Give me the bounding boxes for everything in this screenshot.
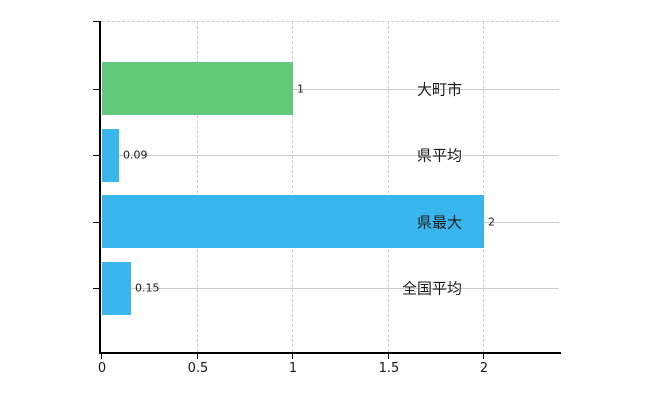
y-axis-top-tick-mark: [93, 21, 100, 22]
value-label: 0.15: [135, 281, 160, 295]
x-tick-mark: [292, 354, 293, 359]
x-axis-line: [99, 352, 561, 354]
bar: [102, 195, 484, 248]
y-tick-mark: [93, 89, 100, 90]
value-label: 0.09: [123, 148, 148, 162]
x-tick-mark: [101, 354, 102, 359]
v-gridline: [197, 21, 198, 352]
y-axis-line: [99, 21, 101, 354]
y-tick-mark: [93, 155, 100, 156]
value-label: 1: [297, 82, 304, 95]
category-label: 県最大: [416, 213, 462, 231]
bar: [102, 262, 131, 315]
y-tick-mark: [93, 288, 100, 289]
value-label: 2: [488, 215, 495, 228]
y-tick-mark: [93, 222, 100, 223]
category-label: 全国平均: [401, 279, 462, 298]
bar: [102, 129, 119, 182]
x-tick-label: 2: [479, 361, 489, 376]
x-tick-label: 1.5: [378, 361, 400, 376]
plot-top-border: [102, 21, 559, 22]
x-tick-label: 0.5: [187, 361, 209, 376]
x-tick-mark: [483, 354, 484, 359]
category-label: 県平均: [416, 146, 462, 165]
bar: [102, 62, 293, 115]
x-tick-label: 1: [288, 361, 298, 376]
h-gridline: [102, 155, 559, 156]
x-tick-mark: [197, 354, 198, 359]
h-gridline: [102, 89, 559, 90]
h-gridline: [102, 288, 559, 289]
x-tick-label: 0: [97, 361, 107, 376]
category-label: 大町市: [416, 80, 462, 98]
v-gridline: [483, 21, 484, 352]
x-tick-mark: [388, 354, 389, 359]
v-gridline: [292, 21, 293, 352]
v-gridline: [388, 21, 389, 352]
